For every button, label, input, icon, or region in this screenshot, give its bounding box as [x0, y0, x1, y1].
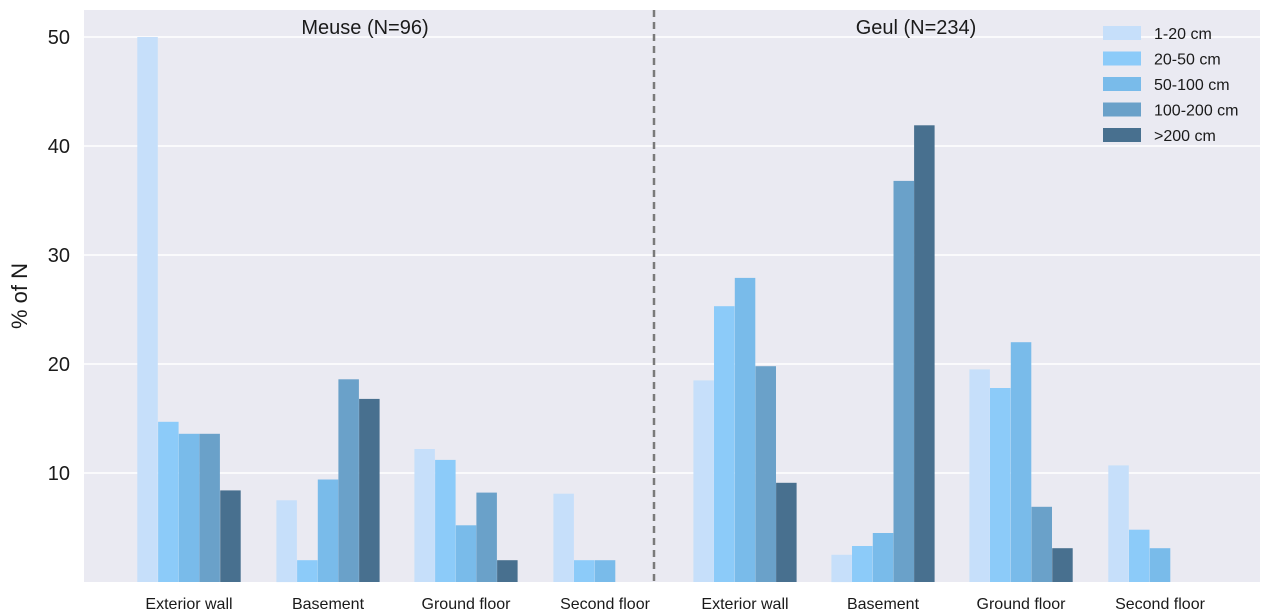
- bar-geul-2-0: [969, 369, 990, 582]
- bar-meuse-1-2: [317, 479, 339, 582]
- bar-meuse-3-2: [594, 560, 616, 582]
- bar-meuse-3-1: [574, 560, 595, 582]
- bar-meuse-2-2: [455, 525, 477, 582]
- bar-meuse-2-1: [435, 459, 456, 582]
- bar-meuse-0-3: [199, 433, 220, 582]
- x-axis-ticks: Exterior wall Basement Ground floor Second …: [145, 596, 1205, 611]
- bar-meuse-0-1: [158, 421, 179, 582]
- bars: [137, 37, 1171, 583]
- bar-meuse-1-4: [359, 398, 380, 582]
- bar-meuse-2-4: [497, 560, 518, 582]
- y-axis-label: % of N: [7, 263, 32, 329]
- x-tick-label: Basement: [847, 596, 920, 611]
- bar-geul-0-1: [714, 306, 735, 582]
- bar-geul-0-3: [755, 366, 776, 582]
- bar-geul-0-4: [776, 482, 797, 582]
- y-tick-label: 20: [48, 354, 70, 376]
- bar-meuse-1-3: [338, 379, 359, 582]
- bar-meuse-2-3: [476, 492, 497, 582]
- legend-label: 1-20 cm: [1154, 26, 1212, 43]
- y-axis-ticks: 10 20 30 40 50: [48, 27, 70, 485]
- plot-area: [84, 10, 1260, 582]
- bar-meuse-1-1: [297, 560, 318, 582]
- x-tick-label: Ground floor: [977, 596, 1067, 611]
- legend-swatch: [1103, 102, 1141, 117]
- bar-geul-0-0: [693, 380, 714, 582]
- legend-swatch: [1103, 128, 1141, 142]
- bar-geul-3-2: [1149, 548, 1171, 582]
- x-tick-label: Ground floor: [422, 596, 512, 611]
- y-tick-label: 40: [48, 136, 70, 158]
- bar-geul-1-2: [872, 533, 894, 582]
- bar-meuse-0-2: [178, 433, 200, 582]
- legend-label: 20-50 cm: [1154, 52, 1221, 69]
- bar-geul-2-3: [1031, 506, 1052, 582]
- x-tick-label: Second floor: [1115, 596, 1206, 611]
- legend-swatch: [1103, 51, 1141, 66]
- bar-geul-3-0: [1108, 465, 1129, 582]
- bar-geul-1-4: [914, 125, 935, 583]
- bar-geul-1-3: [893, 180, 914, 582]
- legend: 1-20 cm 20-50 cm 50-100 cm 100-200 cm >200 c…: [1103, 26, 1239, 145]
- bar-geul-1-0: [831, 554, 852, 583]
- bar-meuse-3-0: [553, 493, 574, 582]
- bar-geul-3-1: [1129, 529, 1150, 582]
- bar-meuse-0-4: [220, 490, 241, 582]
- legend-label: >200 cm: [1154, 128, 1216, 145]
- legend-label: 100-200 cm: [1154, 103, 1239, 120]
- legend-label: 50-100 cm: [1154, 77, 1230, 94]
- bar-meuse-2-0: [414, 449, 435, 582]
- bar-geul-0-2: [734, 277, 756, 582]
- x-tick-label: Exterior wall: [145, 596, 232, 611]
- bar-geul-2-1: [990, 388, 1011, 582]
- x-tick-label: Exterior wall: [701, 596, 788, 611]
- y-tick-label: 10: [48, 463, 70, 485]
- legend-swatch: [1103, 77, 1141, 91]
- x-tick-label: Basement: [292, 596, 365, 611]
- legend-swatch: [1103, 26, 1141, 40]
- panel-title-meuse: Meuse (N=96): [301, 17, 428, 39]
- bar-geul-2-4: [1052, 548, 1073, 582]
- y-tick-label: 50: [48, 27, 70, 49]
- bar-geul-2-2: [1010, 342, 1032, 582]
- bar-meuse-0-0: [137, 37, 158, 582]
- bar-meuse-1-0: [276, 500, 297, 583]
- bar-geul-1-1: [852, 546, 873, 582]
- panel-title-geul: Geul (N=234): [856, 17, 977, 39]
- x-tick-label: Second floor: [560, 596, 651, 611]
- grid: [84, 36, 1260, 474]
- y-tick-label: 30: [48, 245, 70, 267]
